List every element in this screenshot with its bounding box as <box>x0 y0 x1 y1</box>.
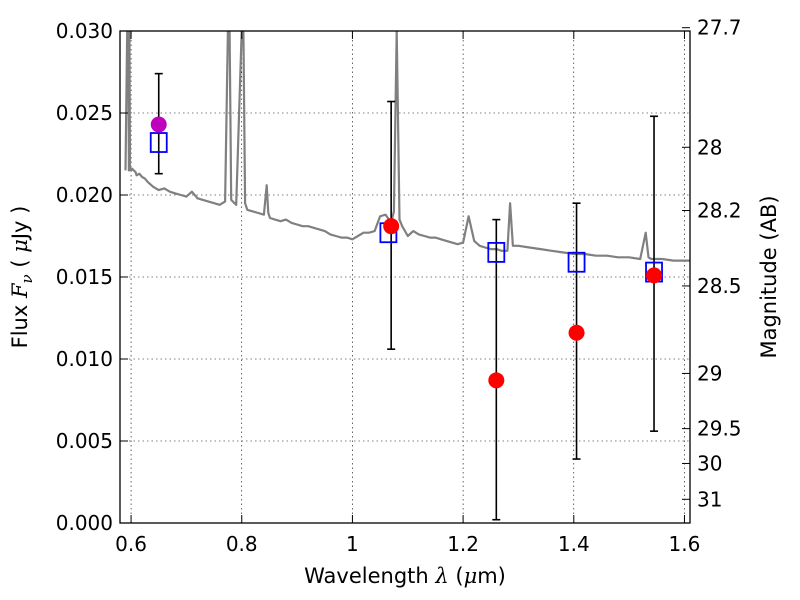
y2-tick-label: 27.7 <box>697 16 742 40</box>
y-tick-label: 0.020 <box>56 183 113 207</box>
x-tick-label: 1.4 <box>558 532 590 556</box>
y2-tick-label: 28 <box>697 135 722 159</box>
ticks: 0.6 0.8 1 1.2 1.4 1.6 0.000 0.005 0.010 0.015 0.02… <box>56 16 742 556</box>
model-flux-square <box>149 132 168 153</box>
plot-content <box>124 31 690 262</box>
y-tick-label: 0.000 <box>56 511 113 535</box>
observed-flux-point <box>150 116 167 133</box>
y2-tick-label: 28.2 <box>697 198 742 222</box>
y-axis-title: Flux Fν ( μJy ) <box>8 206 36 349</box>
observed-flux-point <box>568 324 585 341</box>
x-tick-label: 0.6 <box>115 532 147 556</box>
x-axis-title: Wavelength λ (μm) <box>304 564 506 588</box>
model-flux-square <box>487 241 506 263</box>
sed-spectrum-line <box>124 31 690 262</box>
markers <box>149 72 663 521</box>
y-tick-label: 0.030 <box>56 19 113 43</box>
observed-flux-point <box>383 218 400 235</box>
y2-tick-label: 30 <box>697 451 722 475</box>
y-tick-label: 0.005 <box>56 429 113 453</box>
y2-tick-label: 29.5 <box>697 417 742 441</box>
x-tick-label: 1.6 <box>669 532 701 556</box>
y2-tick-label: 29 <box>697 361 722 385</box>
x-tick-label: 1.2 <box>447 532 479 556</box>
y-tick-label: 0.015 <box>56 265 113 289</box>
x-tick-label: 0.8 <box>226 532 258 556</box>
observed-flux-point <box>488 372 505 389</box>
y2-axis-title: Magnitude (AB) <box>757 195 781 358</box>
y2-tick-label: 31 <box>697 487 722 511</box>
y-tick-label: 0.010 <box>56 347 113 371</box>
y2-tick-label: 28.5 <box>697 274 742 298</box>
x-tick-label: 1 <box>346 532 359 556</box>
model-flux-square <box>567 251 586 273</box>
observed-flux-point <box>646 267 663 284</box>
y-tick-label: 0.025 <box>56 101 113 125</box>
